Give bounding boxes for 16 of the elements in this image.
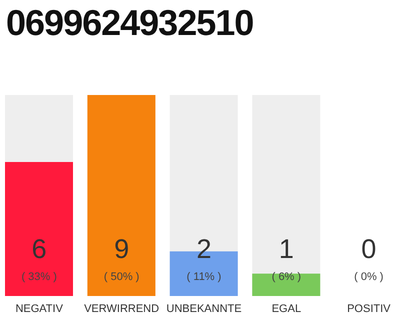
bar xyxy=(252,274,320,296)
data-label: 1 xyxy=(278,234,295,264)
x-tick-label: UNBEKANNTE xyxy=(166,302,242,315)
chart-title: 0699624932510 xyxy=(6,2,254,44)
annotation: ( 0% ) xyxy=(353,270,384,284)
annotation: ( 11% ) xyxy=(186,270,222,284)
annotation: ( 33% ) xyxy=(20,270,58,284)
data-label: 0 xyxy=(360,234,378,264)
x-tick-label: VERWIRREND xyxy=(84,302,160,315)
annotation: ( 6% ) xyxy=(270,270,302,284)
data-label: 6 xyxy=(30,234,48,264)
data-label: 9 xyxy=(113,234,130,264)
x-tick-label: EGAL xyxy=(272,302,302,315)
x-tick-label: POSITIV xyxy=(347,302,392,315)
annotation: ( 50% ) xyxy=(102,270,140,284)
x-tick-label: NEGATIV xyxy=(15,302,64,315)
